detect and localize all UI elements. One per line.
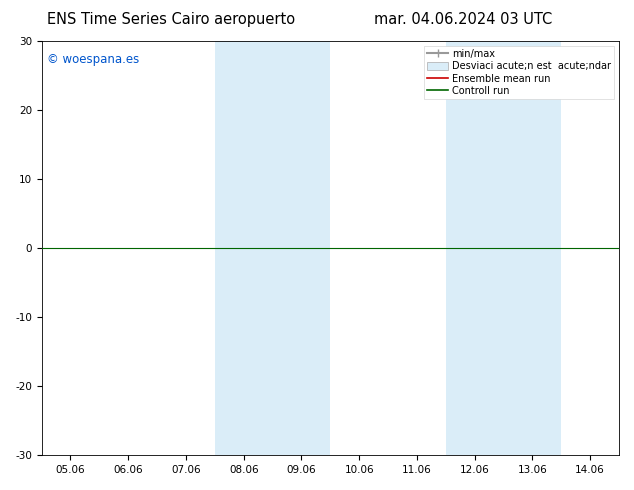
Bar (215, 41, 273, 455)
Bar (503, 41, 561, 455)
Bar (273, 41, 330, 455)
Text: mar. 04.06.2024 03 UTC: mar. 04.06.2024 03 UTC (373, 12, 552, 27)
Bar (446, 41, 503, 455)
Legend: min/max, Desviaci acute;n est  acute;ndar, Ensemble mean run, Controll run: min/max, Desviaci acute;n est acute;ndar… (424, 46, 614, 99)
Text: © woespana.es: © woespana.es (48, 53, 139, 67)
Text: ENS Time Series Cairo aeropuerto: ENS Time Series Cairo aeropuerto (47, 12, 295, 27)
